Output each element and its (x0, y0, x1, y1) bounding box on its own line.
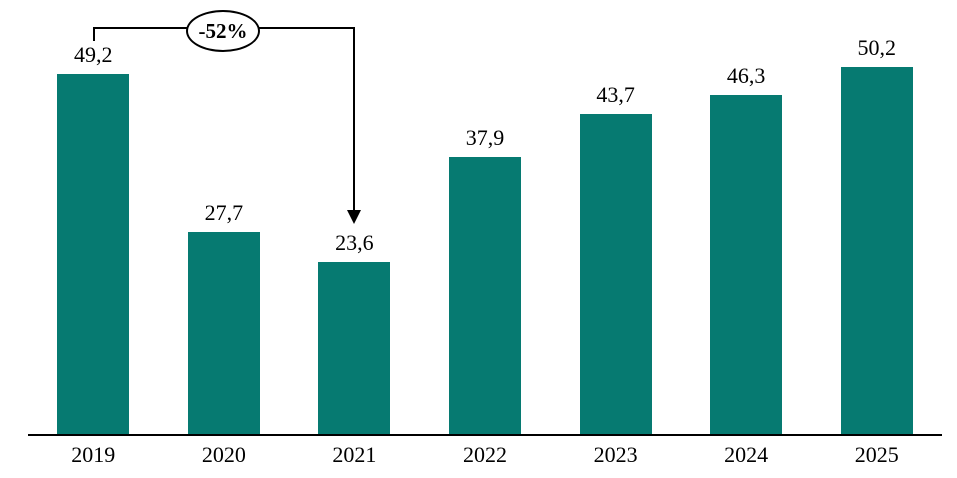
bar-2021 (318, 262, 391, 435)
annotation-arrow-shaft (353, 27, 355, 211)
x-tick-label-2020: 2020 (201, 442, 246, 467)
x-tick-label-2025: 2025 (854, 442, 899, 467)
annotation-label: -52% (198, 18, 248, 43)
value-label-2021: 23,6 (335, 230, 374, 255)
bar-2024 (710, 95, 783, 435)
x-axis-line (28, 434, 942, 436)
value-label-2019: 49,2 (74, 42, 113, 67)
x-tick-label-2019: 2019 (71, 442, 116, 467)
value-label-2025: 50,2 (857, 35, 896, 60)
x-tick-label-2021: 2021 (332, 442, 377, 467)
bar-2022 (449, 157, 521, 435)
value-label-2022: 37,9 (465, 125, 505, 150)
value-label-2024: 46,3 (726, 63, 766, 88)
x-tick-label-2024: 2024 (724, 442, 769, 467)
bar-2019 (57, 74, 130, 435)
x-tick-label-2023: 2023 (593, 442, 638, 467)
value-label-2023: 43,7 (596, 82, 635, 107)
bar-2023 (579, 114, 652, 435)
annotation-ellipse: -52% (186, 10, 260, 52)
value-label-2020: 27,7 (204, 200, 244, 225)
annotation-bracket-left-tick (93, 27, 95, 41)
bar-2020 (187, 232, 260, 435)
bar-2025 (840, 67, 913, 435)
annotation-arrow-head-icon (347, 210, 361, 224)
x-tick-label-2022: 2022 (463, 442, 507, 467)
